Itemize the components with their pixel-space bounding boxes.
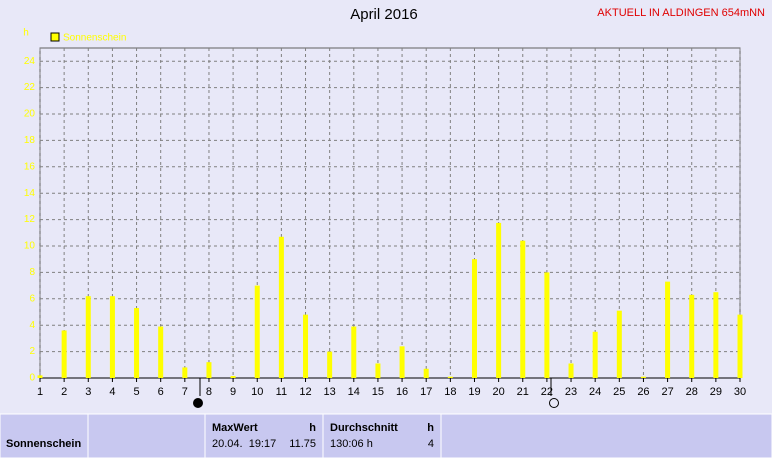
bar [61, 330, 67, 378]
y-tick-label: 20 [24, 109, 36, 120]
x-tick-label: 23 [565, 386, 577, 398]
y-tick-label: 12 [24, 214, 36, 225]
x-tick-label: 17 [420, 386, 432, 398]
x-tick-label: 11 [276, 386, 287, 398]
bar [375, 363, 381, 378]
x-tick-label: 4 [109, 386, 115, 398]
x-tick-label: 12 [299, 386, 311, 398]
bar [423, 368, 429, 378]
y-tick-label: 0 [29, 373, 35, 384]
y-tick-label: 14 [24, 188, 36, 199]
bar [134, 308, 140, 378]
y-tick-label: 6 [29, 293, 35, 304]
bar [713, 292, 719, 378]
bar [665, 281, 671, 378]
new-moon-icon [549, 398, 559, 408]
bar [254, 285, 260, 378]
avg-value: 4 [428, 438, 434, 450]
max-unit: h [309, 422, 316, 434]
max-title: MaxWert [212, 422, 258, 434]
x-tick-label: 16 [396, 386, 408, 398]
x-tick-label: 22 [541, 386, 553, 398]
bar [471, 259, 477, 378]
x-tick-label: 27 [661, 386, 673, 398]
x-tick-label: 7 [182, 386, 188, 398]
bar [737, 314, 743, 378]
bar [37, 375, 43, 378]
panel-bg [0, 413, 772, 458]
y-tick-label: 18 [24, 135, 36, 146]
x-tick-label: 5 [133, 386, 139, 398]
y-tick-label: 4 [29, 320, 35, 331]
x-tick-label: 6 [158, 386, 164, 398]
legend-label: Sonnenschein [63, 33, 126, 44]
x-tick-label: 9 [230, 386, 236, 398]
bar [230, 376, 236, 378]
x-tick-label: 25 [613, 386, 625, 398]
x-tick-label: 29 [710, 386, 722, 398]
x-tick-label: 2 [61, 386, 67, 398]
annotation: AKTUELL IN ALDINGEN 654mNN [597, 7, 765, 19]
bar [351, 326, 357, 378]
bar [592, 331, 598, 378]
y-unit: h [23, 28, 29, 39]
bar [496, 222, 502, 378]
legend-swatch [50, 32, 60, 42]
bar [447, 376, 453, 378]
plot-frame [39, 47, 741, 379]
summary-panel: Sonnenschein MaxWert h 20.04. 19:17 11.7… [0, 413, 772, 458]
x-tick-label: 15 [372, 386, 384, 398]
row-label: Sonnenschein [6, 438, 81, 450]
x-tick-label: 14 [348, 386, 360, 398]
x-tick-label: 18 [444, 386, 456, 398]
bar [278, 236, 284, 378]
bar [327, 351, 333, 378]
x-tick-label: 21 [517, 386, 529, 398]
y-tick-label: 2 [29, 346, 35, 357]
chart-title: April 2016 [350, 6, 418, 23]
x-tick-label: 19 [468, 386, 480, 398]
x-tick-label: 3 [85, 386, 91, 398]
x-tick-label: 10 [251, 386, 263, 398]
bar [640, 376, 646, 378]
y-tick-label: 10 [24, 241, 36, 252]
x-tick-label: 30 [734, 386, 746, 398]
bar [399, 346, 405, 378]
bar [303, 314, 309, 378]
full-moon-icon [193, 398, 203, 408]
max-date: 20.04. 19:17 [212, 438, 276, 450]
y-tick-label: 24 [24, 56, 36, 67]
x-tick-label: 1 [37, 386, 43, 398]
x-tick-label: 8 [206, 386, 212, 398]
max-value: 11.75 [289, 438, 316, 450]
bar [85, 296, 91, 378]
bar [568, 363, 574, 378]
bar [689, 294, 695, 378]
y-tick-label: 8 [29, 267, 35, 278]
y-tick-label: 16 [24, 161, 36, 172]
avg-unit: h [427, 422, 434, 434]
bar [182, 367, 188, 378]
bar [206, 362, 212, 378]
x-tick-label: 13 [324, 386, 336, 398]
bar [544, 272, 550, 378]
avg-total: 130:06 h [330, 438, 373, 450]
y-tick-label: 22 [24, 82, 36, 93]
bar [158, 326, 164, 378]
bar [520, 240, 526, 378]
bar [616, 310, 622, 378]
bar [109, 296, 115, 378]
avg-title: Durchschnitt [330, 422, 398, 434]
x-tick-label: 26 [637, 386, 649, 398]
x-tick-label: 24 [589, 386, 601, 398]
x-tick-label: 20 [492, 386, 504, 398]
x-tick-label: 28 [686, 386, 698, 398]
